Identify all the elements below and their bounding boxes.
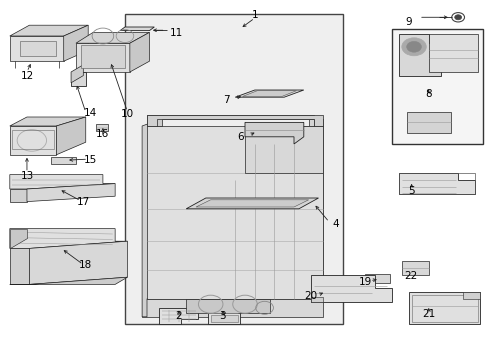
Circle shape — [402, 38, 426, 56]
Text: 21: 21 — [422, 309, 436, 319]
Polygon shape — [399, 34, 441, 76]
Text: 6: 6 — [237, 132, 244, 142]
Polygon shape — [159, 308, 198, 324]
Polygon shape — [130, 32, 149, 72]
Text: 14: 14 — [84, 108, 98, 118]
Polygon shape — [409, 292, 480, 324]
Polygon shape — [147, 126, 323, 299]
Text: 2: 2 — [175, 311, 182, 321]
Polygon shape — [399, 173, 475, 194]
Text: 5: 5 — [408, 186, 415, 196]
Polygon shape — [51, 157, 76, 164]
Polygon shape — [10, 248, 29, 284]
Polygon shape — [142, 299, 323, 317]
Polygon shape — [402, 261, 429, 275]
Polygon shape — [243, 91, 296, 96]
Text: 12: 12 — [20, 71, 34, 81]
Polygon shape — [245, 126, 323, 173]
Polygon shape — [64, 25, 88, 61]
Text: 10: 10 — [121, 109, 134, 120]
Polygon shape — [10, 189, 27, 202]
Polygon shape — [463, 292, 480, 299]
Polygon shape — [76, 32, 149, 43]
Polygon shape — [10, 277, 127, 284]
Text: 17: 17 — [76, 197, 90, 207]
Text: 22: 22 — [404, 271, 417, 282]
Polygon shape — [429, 34, 478, 72]
Polygon shape — [186, 198, 318, 209]
Text: 1: 1 — [251, 10, 258, 20]
Polygon shape — [96, 124, 108, 131]
Polygon shape — [245, 122, 304, 144]
Polygon shape — [186, 299, 270, 313]
Polygon shape — [71, 72, 86, 86]
Polygon shape — [142, 119, 162, 317]
Polygon shape — [29, 241, 127, 284]
Text: 3: 3 — [220, 311, 226, 321]
Polygon shape — [211, 315, 238, 322]
Polygon shape — [311, 297, 323, 302]
Text: 7: 7 — [223, 95, 230, 105]
Polygon shape — [56, 117, 86, 155]
Polygon shape — [71, 65, 83, 83]
Polygon shape — [10, 229, 27, 248]
Polygon shape — [10, 25, 88, 36]
Text: 13: 13 — [20, 171, 34, 181]
Polygon shape — [311, 275, 392, 302]
Text: 19: 19 — [358, 276, 372, 287]
Polygon shape — [365, 274, 390, 283]
Circle shape — [455, 15, 462, 20]
Polygon shape — [407, 112, 451, 133]
Polygon shape — [235, 90, 304, 97]
Text: 20: 20 — [305, 291, 318, 301]
Polygon shape — [81, 45, 125, 68]
Polygon shape — [208, 306, 240, 324]
Text: 8: 8 — [425, 89, 432, 99]
Text: 4: 4 — [332, 219, 339, 229]
Polygon shape — [196, 200, 309, 207]
Text: 18: 18 — [79, 260, 93, 270]
Polygon shape — [10, 117, 86, 126]
Text: 15: 15 — [84, 155, 98, 165]
Text: 16: 16 — [96, 129, 110, 139]
Polygon shape — [147, 115, 323, 126]
Bar — [125, 14, 343, 324]
Polygon shape — [20, 41, 56, 56]
Polygon shape — [147, 115, 323, 126]
Polygon shape — [10, 175, 115, 189]
Polygon shape — [309, 119, 323, 299]
Polygon shape — [27, 184, 115, 202]
Polygon shape — [10, 126, 56, 155]
Polygon shape — [76, 43, 130, 72]
Text: 9: 9 — [406, 17, 413, 27]
Bar — [392, 29, 483, 144]
Circle shape — [407, 41, 421, 52]
Polygon shape — [10, 36, 64, 61]
Text: 11: 11 — [170, 28, 183, 39]
Polygon shape — [10, 229, 127, 248]
Polygon shape — [120, 27, 154, 31]
